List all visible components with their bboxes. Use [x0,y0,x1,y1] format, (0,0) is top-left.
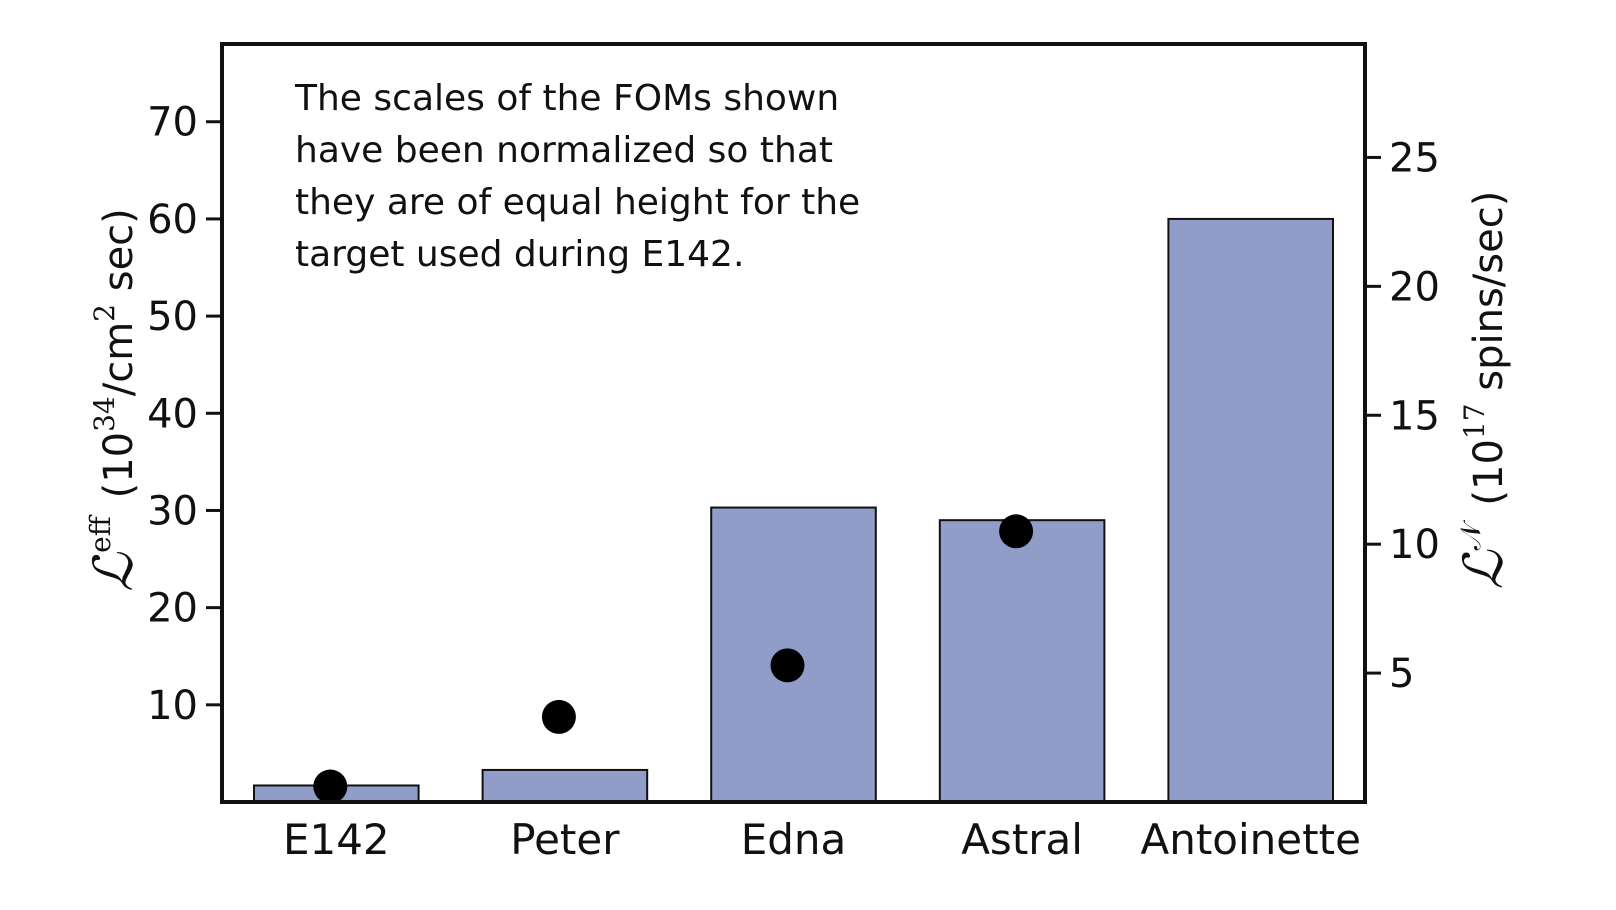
left-axis-units: (10 [96,432,142,499]
dot-astral [999,514,1034,549]
dot-edna [770,648,805,683]
left-axis-ticks: 10 20 30 40 50 60 70 [147,100,222,729]
right-tick-label-10: 10 [1389,522,1440,568]
category-label-peter: Peter [510,815,620,864]
svg-text:ℒeff(1034/cm2 sec): ℒeff (1034/cm2 sec) [82,208,145,592]
bars-layer [253,217,1334,804]
annotation-line-4: target used during E142. [295,234,744,275]
left-tick-label-30: 30 [147,488,198,534]
left-tick-label-60: 60 [147,197,198,243]
right-axis-title: ℒ𝒩 (1017 spins/sec) [1452,191,1515,590]
left-tick-label-40: 40 [147,391,198,437]
category-label-antoinette: Antoinette [1140,815,1360,864]
annotation-line-1: The scales of the FOMs shown [294,78,839,119]
left-axis-units-end: sec) [96,208,142,304]
left-tick-label-70: 70 [147,100,198,146]
annotation-note: The scales of the FOMs shown have been n… [294,78,860,275]
right-tick-label-20: 20 [1389,264,1440,310]
left-tick-label-20: 20 [147,586,198,632]
right-axis-units-end: spins/sec) [1466,191,1512,404]
left-axis-symbol: ℒ [82,552,145,592]
category-label-astral: Astral [961,815,1083,864]
left-tick-label-50: 50 [147,294,198,340]
dot-peter [541,699,576,734]
right-tick-label-5: 5 [1389,651,1414,697]
right-tick-label-25: 25 [1389,135,1440,181]
right-tick-label-15: 15 [1389,393,1440,439]
left-axis-units-mid: /cm [96,322,142,396]
right-axis-symbol: ℒ [1452,549,1515,589]
left-axis-units-exp2: 2 [88,304,121,322]
category-labels: E142 Peter Edna Astral Antoinette [283,815,1361,864]
bar-peter [481,768,649,804]
bar-antoinette [1167,217,1334,803]
right-axis-units: (10 [1466,439,1512,506]
annotation-line-3: they are of equal height for the [295,182,860,223]
right-axis-units-exp: 17 [1458,403,1491,439]
dot-e142 [313,769,348,804]
annotation-line-2: have been normalized so that [295,130,833,171]
right-axis-symbol-sup: 𝒩 [1454,519,1487,550]
category-label-e142: E142 [283,815,390,864]
right-axis-ticks: 5 10 15 20 25 [1365,135,1440,697]
left-axis-title: ℒeff (1034/cm2 sec) [82,208,145,592]
bar-astral [938,519,1106,804]
svg-text:ℒ𝒩(1017 spins/sec): ℒ𝒩 (1017 spins/sec) [1452,191,1515,590]
left-tick-label-10: 10 [147,683,198,729]
category-label-edna: Edna [741,815,847,864]
left-axis-symbol-sup: eff [84,514,117,553]
plot-frame [220,42,1367,804]
dots-layer [313,514,1034,804]
left-axis-units-exp: 34 [88,396,121,432]
